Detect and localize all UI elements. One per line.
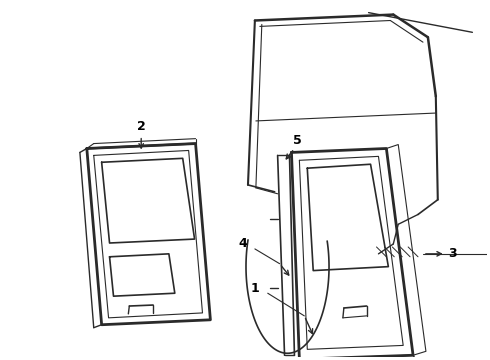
Text: 5: 5 bbox=[293, 134, 302, 147]
Text: 2: 2 bbox=[137, 120, 146, 133]
Text: 4: 4 bbox=[239, 238, 247, 251]
Text: 3: 3 bbox=[448, 247, 457, 260]
Text: 1: 1 bbox=[250, 282, 259, 295]
